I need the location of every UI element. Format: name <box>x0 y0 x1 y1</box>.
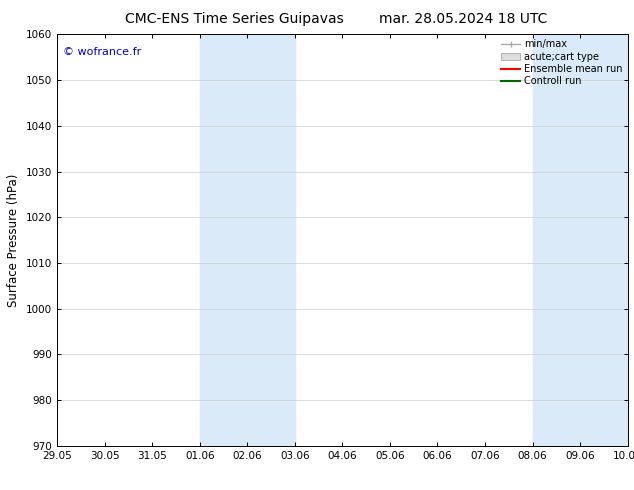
Bar <box>533 34 628 446</box>
Bar <box>200 34 295 446</box>
Text: mar. 28.05.2024 18 UTC: mar. 28.05.2024 18 UTC <box>378 12 547 26</box>
Y-axis label: Surface Pressure (hPa): Surface Pressure (hPa) <box>8 173 20 307</box>
Legend: min/max, acute;cart type, Ensemble mean run, Controll run: min/max, acute;cart type, Ensemble mean … <box>499 37 624 88</box>
Text: © wofrance.fr: © wofrance.fr <box>63 47 141 57</box>
Text: CMC-ENS Time Series Guipavas: CMC-ENS Time Series Guipavas <box>125 12 344 26</box>
